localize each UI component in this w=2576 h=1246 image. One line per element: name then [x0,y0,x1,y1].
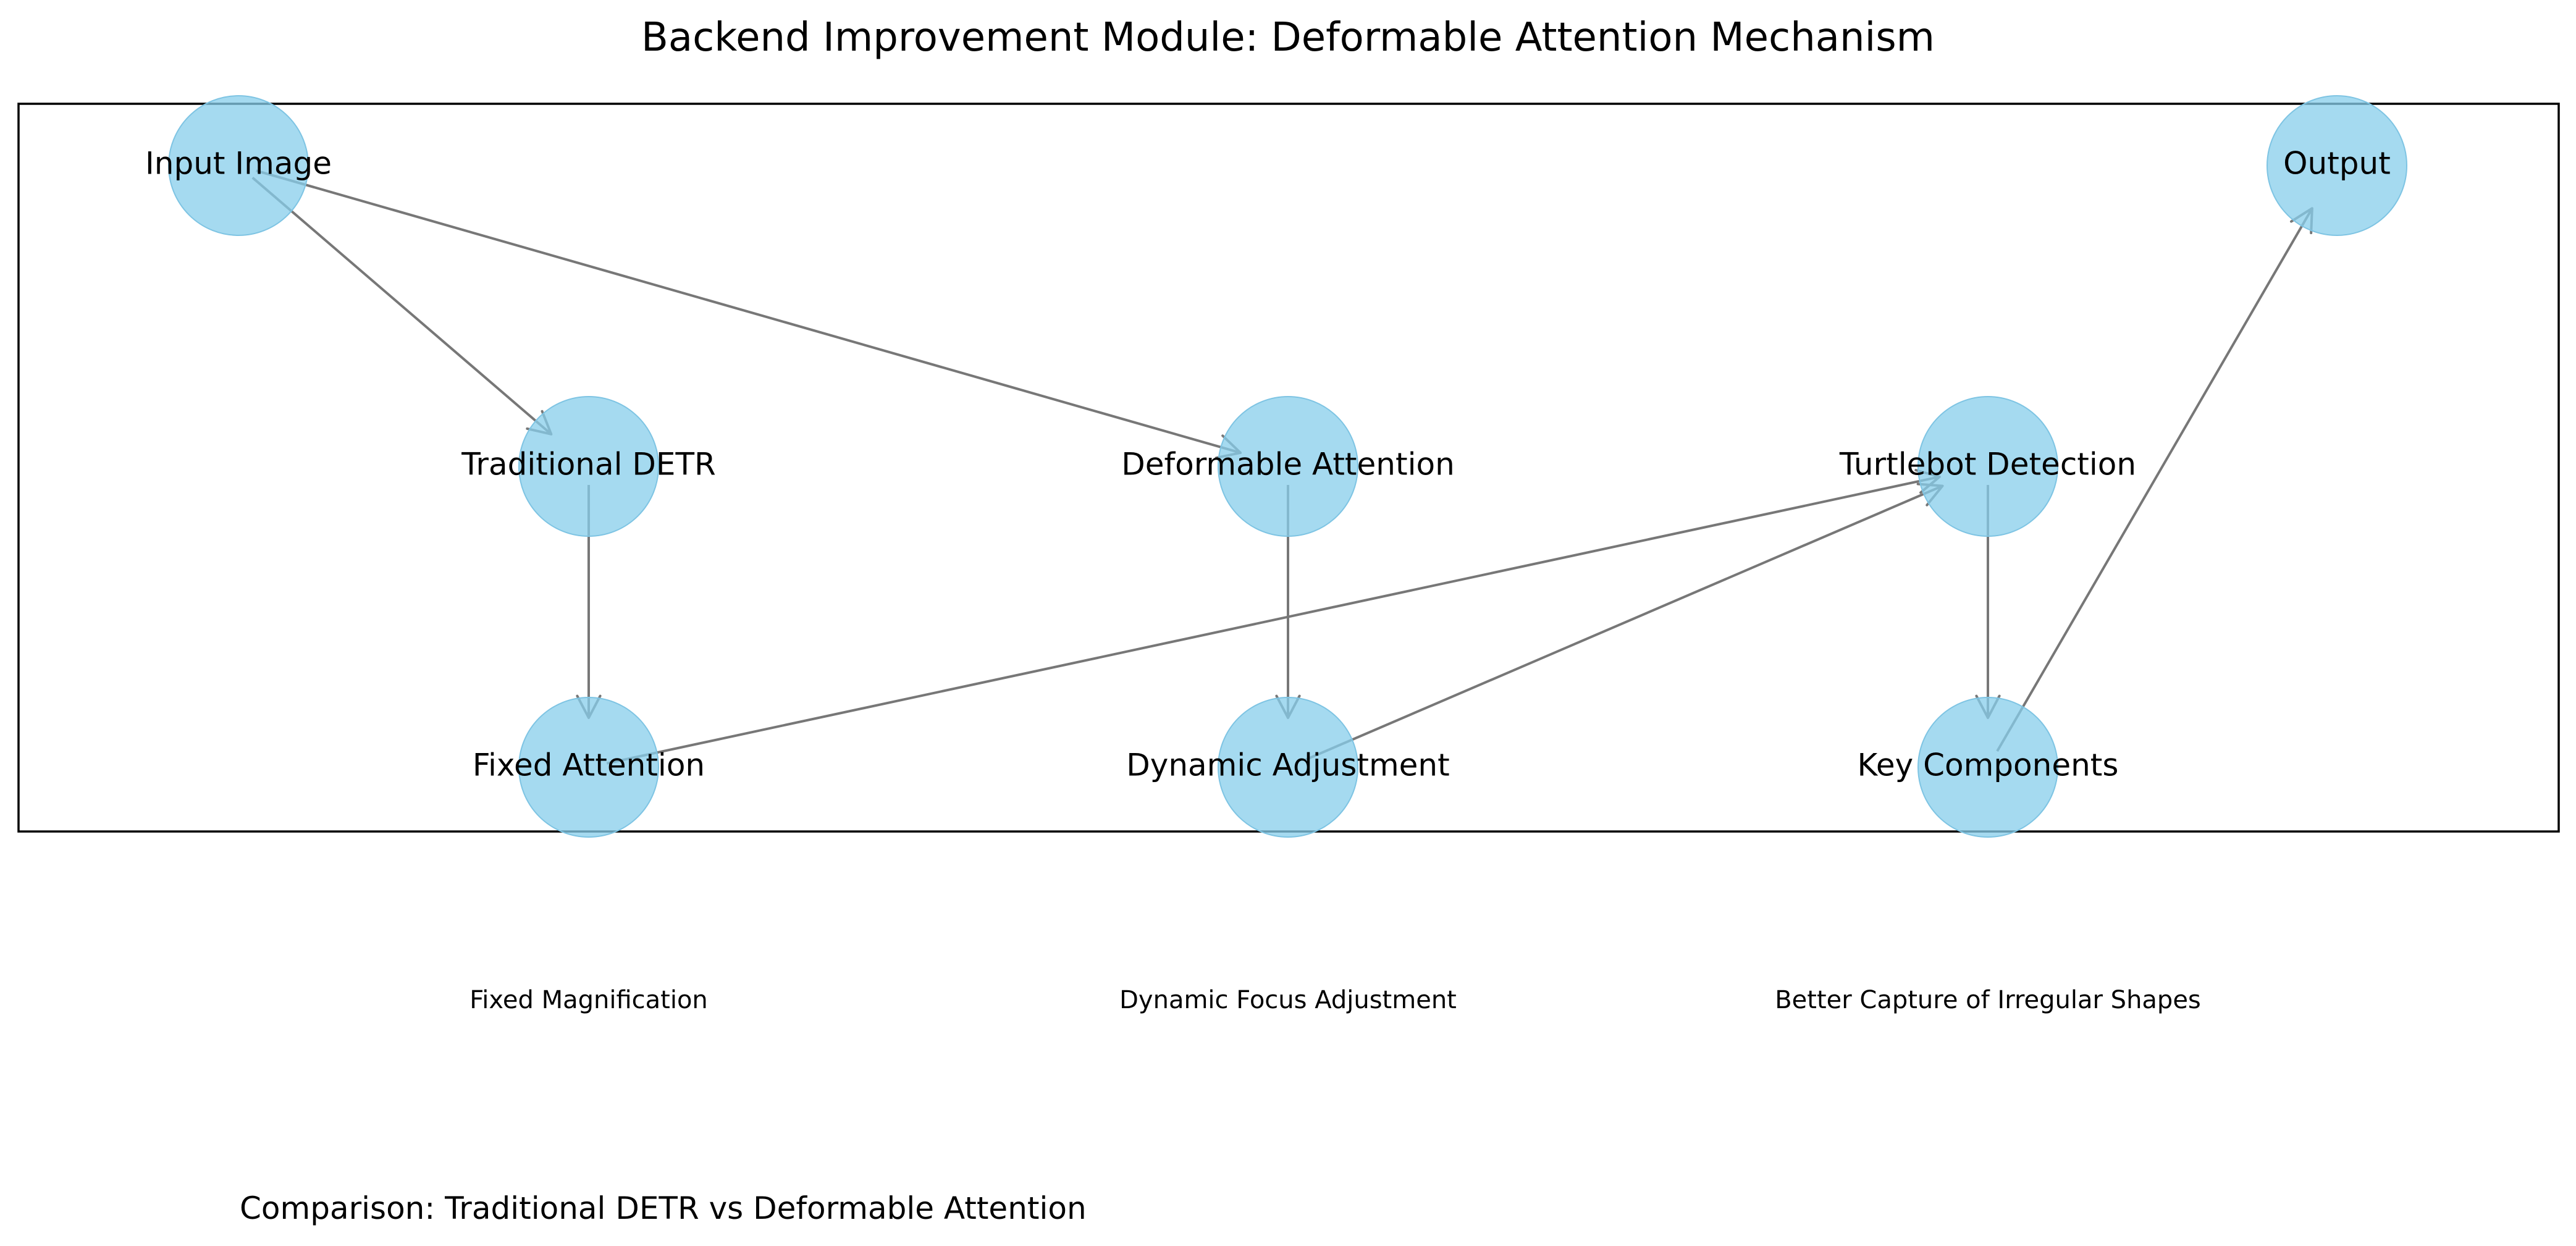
node-label: Input Image [145,146,332,182]
edge-dynamic-adjustment-to-turtlebot-detection [1304,482,1944,761]
node-output: Output [2267,95,2407,236]
node-circle [2267,95,2407,236]
caption-dynamic-focus-adjustment: Dynamic Focus Adjustment [1119,986,1457,1014]
node-input-image: Input Image [145,95,332,236]
node-label: Deformable Attention [1121,447,1455,482]
node-dynamic-adjustment: Dynamic Adjustment [1126,697,1450,838]
node-fixed-attention: Fixed Attention [473,697,705,838]
node-label: Traditional DETR [461,447,716,482]
node-label: Key Components [1858,747,2119,783]
edge-input-image-to-traditional-detr [251,177,553,436]
edge-line [1304,484,1943,761]
edge-line [1996,208,2313,752]
node-deformable-attention: Deformable Attention [1121,396,1455,537]
diagram-title: Backend Improvement Module: Deformable A… [641,15,1935,61]
node-label: Dynamic Adjustment [1126,747,1449,783]
node-circle [168,95,309,236]
node-circle [1218,697,1358,838]
caption-irregular-shapes: Better Capture of Irregular Shapes [1775,986,2201,1014]
node-label: Output [2283,146,2391,182]
edge-input-image-to-deformable-attention [256,169,1242,460]
node-circle [518,396,659,537]
node-traditional-detr: Traditional DETR [461,396,716,537]
node-label: Fixed Attention [473,747,705,783]
node-circle [1917,396,2058,537]
node-key-components: Key Components [1858,697,2119,838]
node-circle [1917,697,2058,838]
node-turtlebot-detection: Turtlebot Detection [1839,396,2136,537]
node-circle [1218,396,1358,537]
edge-line [606,475,1940,765]
edge-line [256,169,1241,454]
comparison-footer: Comparison: Traditional DETR vs Deformab… [240,1190,1087,1226]
node-label: Turtlebot Detection [1839,447,2136,482]
node-circle [518,697,659,838]
caption-fixed-magnification: Fixed Magnification [469,986,708,1014]
edge-line [251,177,552,436]
